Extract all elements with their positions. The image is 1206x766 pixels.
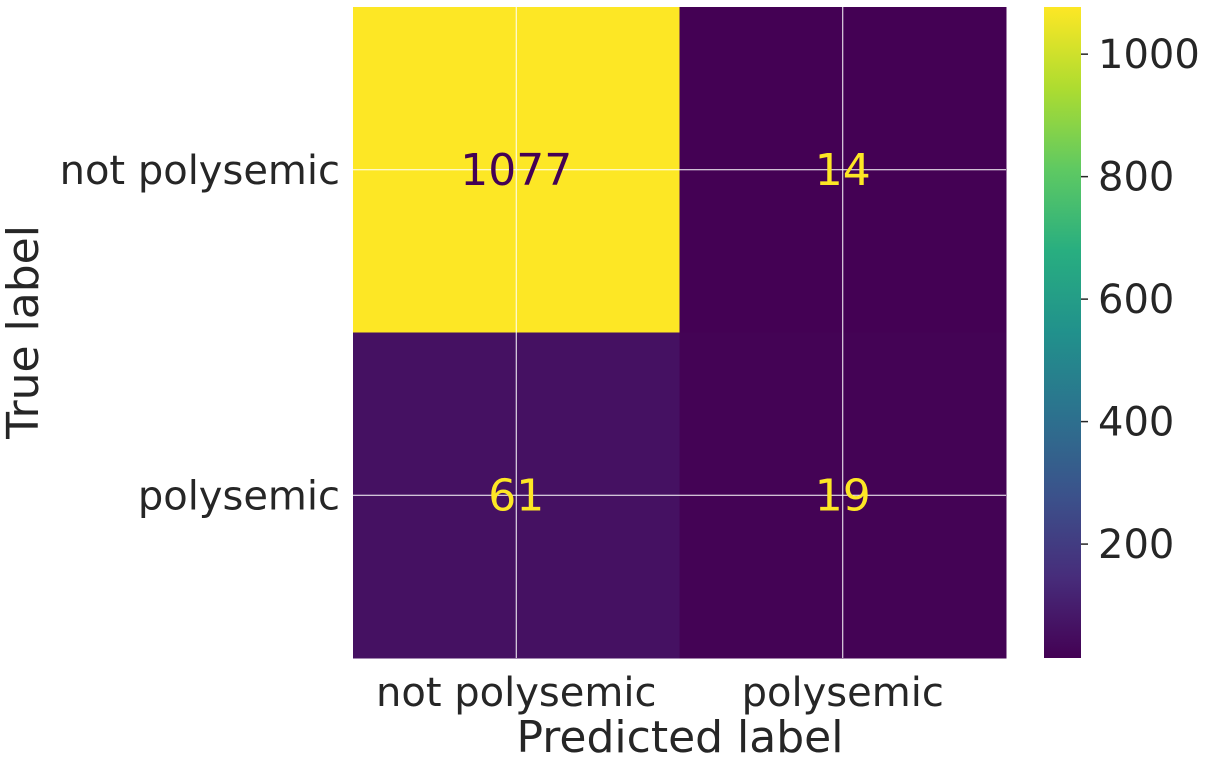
colorbar bbox=[1044, 7, 1081, 658]
y-tick-label: polysemic bbox=[138, 473, 340, 519]
cell-value-label: 14 bbox=[815, 145, 871, 196]
colorbar-tick-label: 200 bbox=[1098, 522, 1174, 568]
y-tick-labels: not polysemic polysemic bbox=[60, 148, 340, 520]
colorbar-tick-label: 600 bbox=[1098, 277, 1174, 323]
cell-value-label: 19 bbox=[815, 470, 871, 521]
x-tick-label: polysemic bbox=[742, 670, 944, 716]
x-tick-label: not polysemic bbox=[376, 670, 656, 716]
cell-value-labels: 1077 14 61 19 bbox=[460, 145, 870, 522]
cell-value-label: 1077 bbox=[460, 145, 572, 196]
colorbar-tick-label: 1000 bbox=[1098, 32, 1200, 78]
colorbar-ticks: 200 400 600 800 1000 bbox=[1081, 32, 1200, 568]
colorbar-tick-label: 400 bbox=[1098, 400, 1174, 446]
cell-value-label: 61 bbox=[488, 470, 544, 521]
colorbar-tick-label: 800 bbox=[1098, 155, 1174, 201]
y-tick-label: not polysemic bbox=[60, 148, 340, 194]
y-axis-label: True label bbox=[0, 225, 49, 440]
x-axis-label: Predicted label bbox=[517, 712, 844, 763]
grid-lines bbox=[353, 7, 1006, 658]
x-tick-labels: not polysemic polysemic bbox=[376, 670, 944, 716]
heatmap-cells bbox=[353, 7, 1007, 659]
